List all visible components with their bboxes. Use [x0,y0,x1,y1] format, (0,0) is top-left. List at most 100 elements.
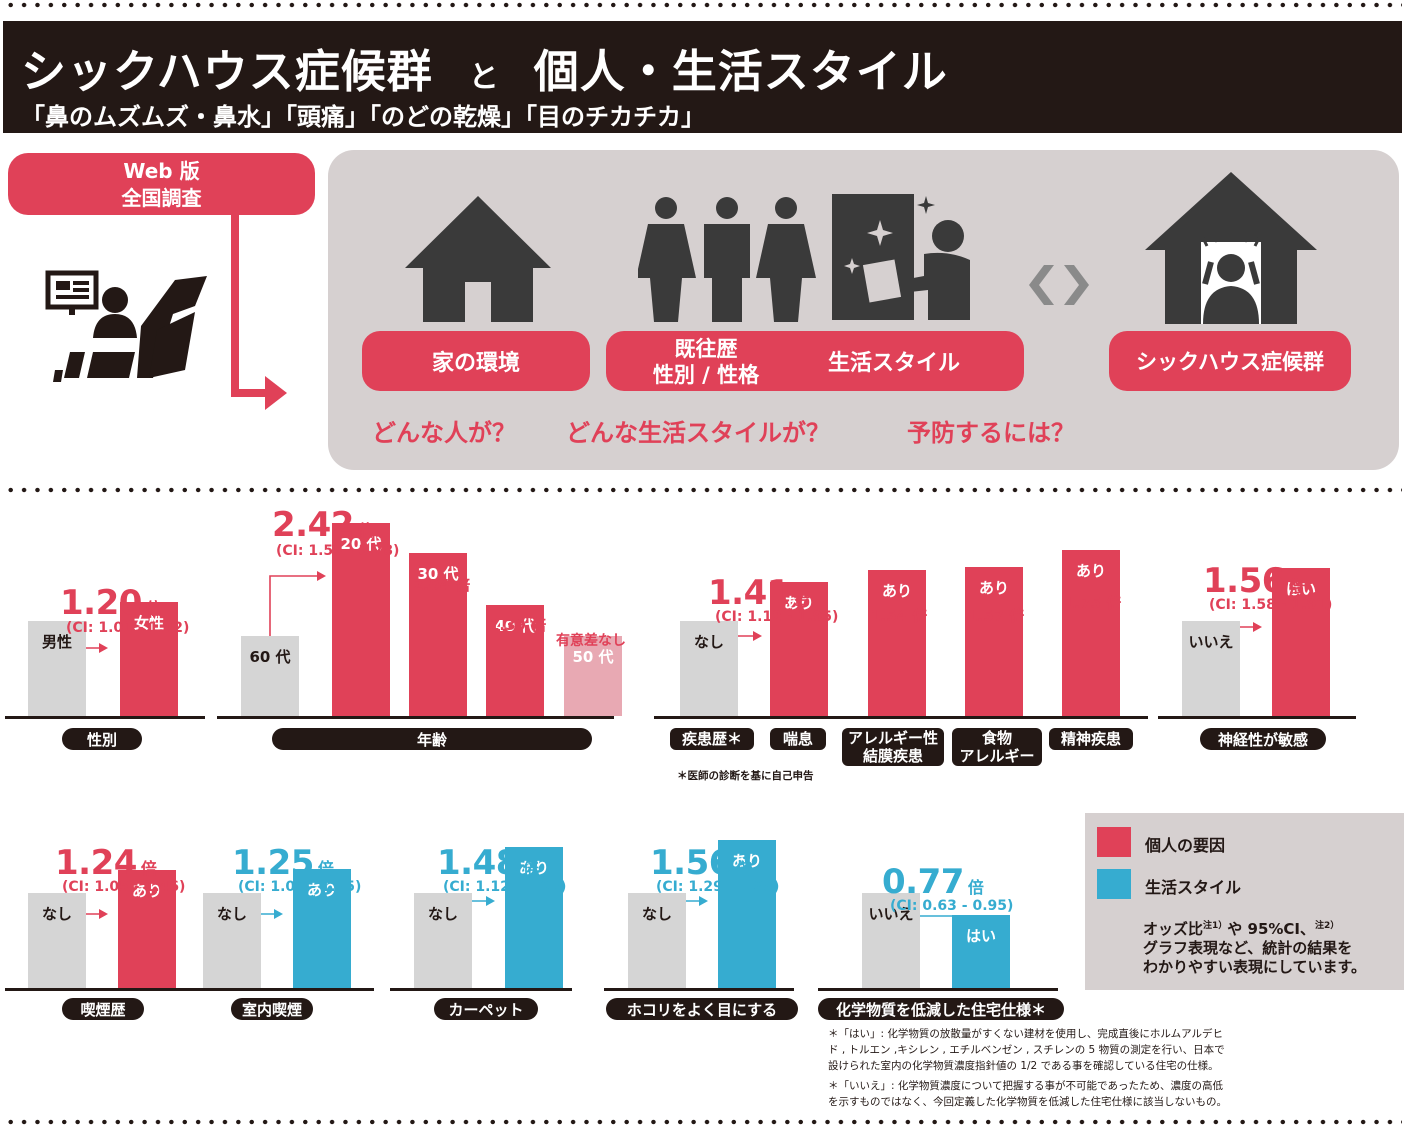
legend-label-lifestyle: 生活スタイル [1145,878,1242,897]
axis-line [818,988,1058,991]
legend-description: オッズ比注1）や 95%CI、注2） グラフ表現など、統計の結果を わかりやすい… [1143,920,1367,976]
computer-survey-icon [45,270,207,382]
bar-label: あり [783,594,814,612]
bar-label: なし [216,905,247,923]
confidence-interval: (CI: 1.58 - 1.91) [1209,597,1333,613]
odds-ratio-value: 2.42 倍 [272,505,374,545]
bar-reference [414,893,472,988]
axis-line [5,716,205,719]
category-label: 性別 [62,728,142,750]
double-arrow-icon [1029,265,1089,305]
category-label: 精神疾患 [1049,728,1133,750]
odds-ratio-value: 1.56 倍 [1203,561,1305,601]
question-who: どんな人が？ [372,419,516,447]
bar-label: いいえ [1188,633,1234,651]
axis-line [217,716,614,719]
bar-value-label: 1.75 倍 [1064,594,1122,612]
page-title: シックハウス症候群と個人・生活スタイル [21,45,948,98]
legend-swatch-personal [1097,827,1131,857]
category-label: カーペット [434,998,538,1020]
dotted-separator-bottom [4,1119,1402,1125]
diagnosis-footnote: ＊医師の診断を基に自己申告 [677,770,814,782]
axis-line [390,988,572,991]
confidence-interval: (CI: 0.63 - 0.95) [890,898,1014,914]
bar-category [409,553,467,716]
bar-value-label: 2.04 倍 [413,576,471,594]
bar-category [770,582,828,716]
confidence-interval: (CI: 1.29 - 1.88) [656,879,780,895]
bar-label: いいえ [868,905,914,923]
bar-category [952,915,1010,988]
bar-label: はい [1285,580,1316,598]
bar-category [505,847,563,988]
flow-arrow-icon [231,210,287,410]
bar-category [718,840,776,988]
house-environment-pill: 家の環境 [362,331,590,391]
bar-reference [628,893,686,988]
history-lifestyle-pill: 既往歴 性別 / 性格 生活スタイル [606,331,1024,391]
bar-label: 男性 [41,633,72,651]
bar-label: 60 代 [249,648,291,666]
bar-category [486,605,544,716]
axis-line [1158,716,1356,719]
bar-reference [28,621,86,716]
confidence-interval: (CI: 1.12 - 1.95) [715,609,839,625]
odds-ratio-value: 0.77 倍 [882,862,984,902]
bar-reference [680,621,738,716]
bar-label: あり [978,579,1009,597]
bar-category [118,870,176,988]
footnote-yes-3: 設けられた室内の化学物質濃度指針値の 1/2 である事を確認している住宅の仕様。 [828,1060,1219,1072]
page-subtitle: 「鼻のムズムズ・鼻水」「頭痛」「のどの乾燥」「目のチカチカ」 [21,103,705,131]
bar-reference [1182,621,1240,716]
dotted-separator-top [4,2,1402,8]
axis-line [654,716,1148,719]
bar-label: あり [731,852,762,870]
bar-category [1062,550,1120,716]
confidence-interval: (CI: 1.12 - 1.95) [443,879,567,895]
legend-box: 個人の要因 生活スタイル オッズ比注1）や 95%CI、注2） グラフ表現など、… [1085,813,1404,990]
bar-value-label: 1.39 倍 [489,616,547,634]
header-banner: シックハウス症候群と個人・生活スタイル 「鼻のムズムズ・鼻水」「頭痛」「のどの乾… [3,21,1402,133]
category-label: 年齢 [272,728,592,750]
confidence-interval: (CI: 1.01 - 1.42) [66,620,190,636]
bar-label: はい [965,927,996,945]
bar-category [868,570,926,716]
legend-label-personal: 個人の要因 [1145,836,1226,855]
odds-ratio-value: 1.56 倍 [650,843,752,883]
category-label: 食物 アレルギー [952,728,1042,766]
axis-line [196,988,374,991]
footnote-no-2: を示すものではなく、今回定義した化学物質を低減した住宅仕様に該当しないもの。 [828,1096,1227,1108]
dotted-separator-middle [4,487,1402,493]
confidence-interval: (CI: 1.00 - 1.55) [238,879,362,895]
footnote-yes-1: ＊「はい」: 化学物質の放散量がすくない建材を使用し、完成直後にホルムアルデヒ [828,1028,1224,1040]
footnote-no-1: ＊「いいえ」: 化学物質濃度について把握する事が不可能であったため、濃度の高低 [828,1080,1223,1092]
bar-reference [203,893,261,988]
confidence-interval: (CI: 1.55 - 3.78) [276,543,400,559]
bar-label: あり [881,582,912,600]
web-survey-badge: Web 版 全国調査 [8,153,315,215]
axis-line [5,988,196,991]
bar-value-label: 1.54 倍 [870,607,928,625]
bar-category [120,602,178,716]
bar-label: あり [1075,562,1106,580]
bar-label: あり [518,859,549,877]
bar-label: 30 代 [417,565,459,583]
category-label: ホコリをよく目にする [606,998,798,1020]
bar-category [293,869,351,988]
bar-category [1272,568,1330,716]
odds-ratio-value: 1.25 倍 [232,843,334,883]
odds-ratio-value: 1.24 倍 [55,843,157,883]
bar-label: あり [131,882,162,900]
category-label: 喘息 [770,728,826,750]
category-label: 喫煙歴 [62,998,144,1020]
footnote-yes-2: ド , トルエン ,キシレン , エチルベンゼン , スチレンの 5 物質の測定… [828,1044,1225,1056]
sick-house-icon [1145,172,1317,324]
bar-label: 40 代 [494,617,536,635]
bar-category [332,523,390,716]
question-prevention: 予防するには？ [907,419,1075,447]
bar-label: なし [41,905,72,923]
bar-category [564,636,622,716]
bar-reference [862,893,920,988]
bar-reference [241,636,299,716]
people-icon [638,197,816,322]
